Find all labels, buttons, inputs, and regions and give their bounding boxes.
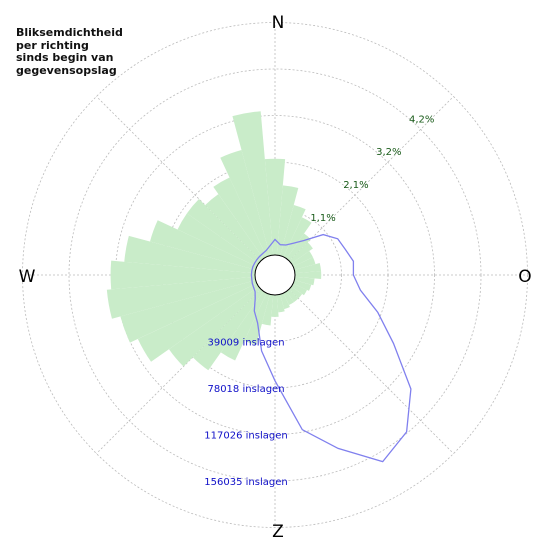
density-bar [280, 204, 306, 257]
polar-grid [22, 22, 528, 528]
density-bar [220, 149, 270, 257]
title-line: per richting [16, 38, 89, 52]
percent-label: 4,2% [409, 114, 434, 125]
count-label: 39009 inslagen [207, 338, 284, 349]
density-bar [276, 294, 285, 313]
title-line: gegevensopslag [16, 63, 117, 77]
density-bar [110, 260, 256, 290]
strike-count-line [250, 233, 412, 463]
percent-label: 1,1% [310, 213, 335, 224]
density-bar [120, 280, 257, 343]
density-bar [232, 111, 274, 256]
density-bar [289, 242, 313, 264]
percent-label: 2,1% [343, 180, 368, 191]
grid-spoke [288, 288, 454, 454]
density-bar [280, 293, 290, 310]
density-bar [291, 250, 313, 267]
count-label: 117026 inslagen [204, 431, 287, 442]
grid-spoke [96, 288, 262, 454]
density-bar [293, 280, 312, 291]
percent-label: 3,2% [376, 147, 401, 158]
compass-north: N [272, 13, 285, 33]
density-bar [286, 289, 299, 303]
density-bars [106, 111, 322, 371]
density-bar [192, 289, 264, 371]
center-hole [254, 254, 296, 296]
density-bar [271, 294, 279, 317]
density-bar [168, 286, 261, 367]
density-bar [186, 198, 261, 264]
density-bar [293, 257, 316, 270]
compass-south: Z [272, 522, 284, 542]
compass-east: O [518, 267, 531, 287]
compass-west: W [19, 267, 36, 287]
density-bar [294, 270, 322, 280]
count-label: 78018 inslagen [207, 384, 284, 395]
density-bar [283, 217, 312, 259]
chart-title: Bliksemdichtheid per richting sinds begi… [16, 26, 123, 77]
density-bar [264, 158, 286, 256]
count-label: 156035 inslagen [204, 477, 287, 488]
density-bar [261, 294, 274, 326]
density-bar [291, 283, 308, 296]
density-bar [276, 185, 299, 256]
title-line: Bliksemdichtheid [16, 26, 123, 39]
density-bar [220, 291, 267, 361]
density-bar [213, 177, 267, 259]
density-bar [137, 283, 259, 362]
density-bar [106, 276, 256, 319]
grid-spoke [96, 96, 262, 262]
title-line: sinds begin van [16, 51, 114, 64]
radial-labels: 1,1% 2,1% 3,2% 4,2% 39009 inslagen 78018 insl… [204, 114, 434, 488]
density-bar [294, 263, 322, 274]
density-bar [283, 291, 295, 306]
density-bar [205, 194, 264, 261]
density-bar [149, 220, 257, 270]
density-bar [294, 276, 315, 286]
density-bar [289, 286, 303, 299]
grid-spoke [288, 96, 454, 262]
density-bar [124, 235, 256, 274]
density-bar [177, 213, 259, 267]
